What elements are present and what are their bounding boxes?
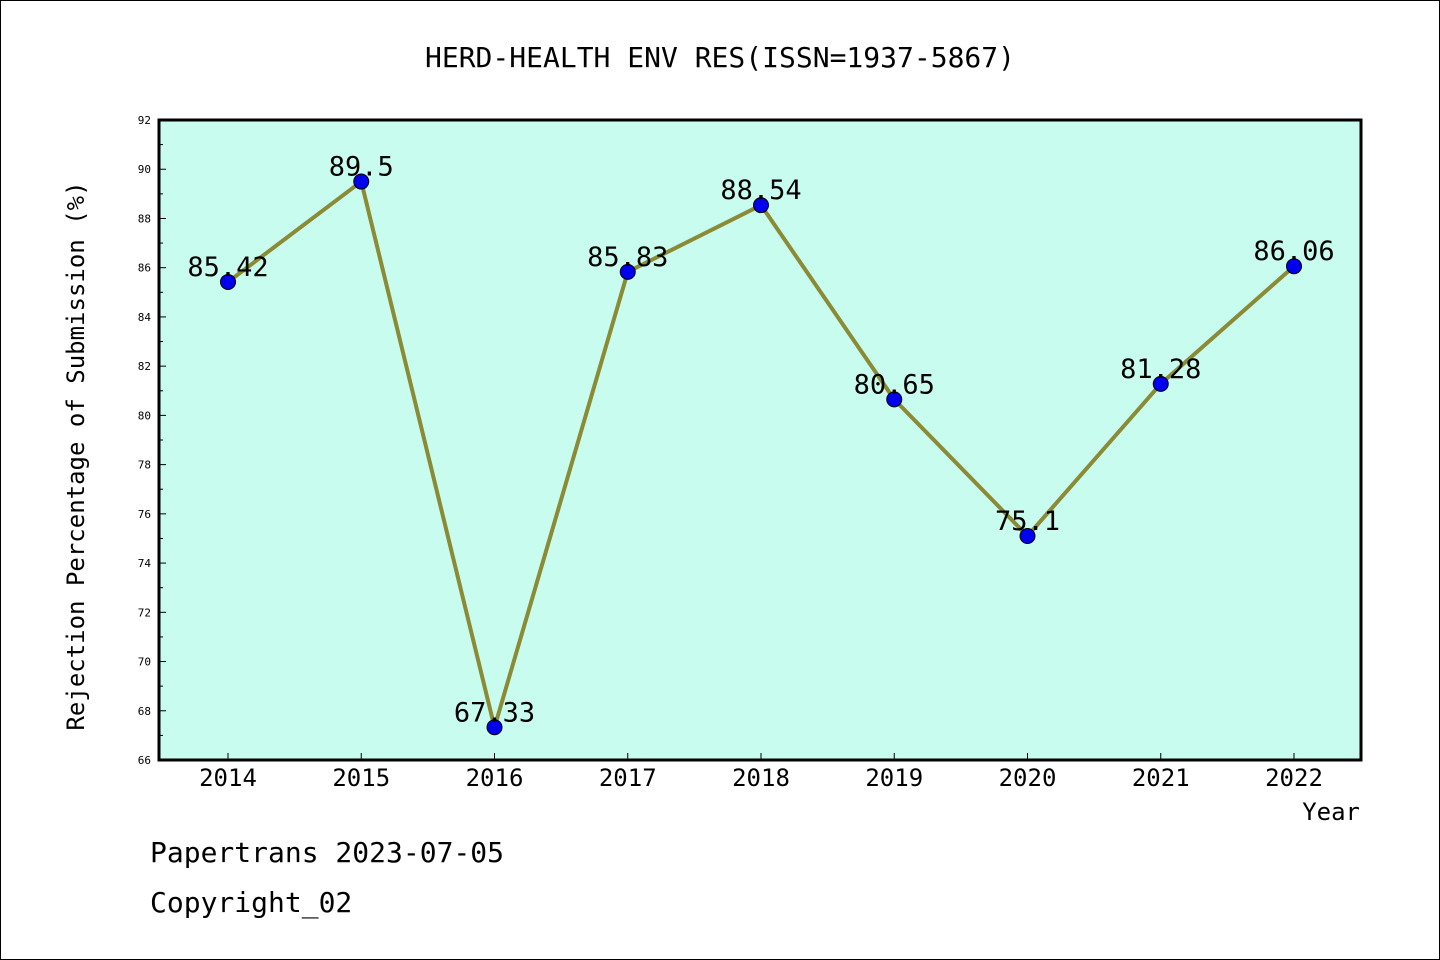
y-tick-label: 82 [138, 360, 151, 373]
data-labels-group: 85.42 89.5 67.33 85.83 88.54 80.65 75.1 81.28 86… [187, 152, 1334, 729]
data-point-2022 [1286, 258, 1302, 275]
y-tick-label: 72 [138, 606, 151, 619]
data-label-2022: 86.06 [1253, 236, 1334, 267]
x-tick-label: 2014 [199, 764, 257, 792]
y-tick-label: 70 [138, 656, 151, 669]
x-tick-label: 2015 [332, 764, 390, 792]
y-axis-label: Rejection Percentage of Submission (%) [62, 181, 90, 730]
x-tick-label: 2021 [1132, 764, 1190, 792]
x-tick-label: 2017 [599, 764, 657, 792]
data-point-2019 [886, 391, 903, 408]
y-tick-label: 92 [138, 114, 151, 127]
data-point-2017 [619, 263, 636, 280]
y-tick-label: 86 [138, 262, 151, 275]
x-axis-ticks: 2014 2015 2016 2017 2018 2019 2020 2021 2022 [199, 753, 1323, 792]
x-tick-label: 2018 [732, 764, 790, 792]
footer-copyright: Copyright_02 [150, 886, 353, 919]
y-tick-label: 66 [138, 754, 151, 767]
data-point-2018 [753, 197, 769, 214]
y-tick-label: 76 [138, 508, 151, 521]
data-label-2021: 81.28 [1120, 354, 1201, 385]
x-tick-label: 2019 [865, 764, 923, 792]
y-tick-label: 90 [138, 163, 151, 176]
data-label-2017: 85.83 [587, 242, 668, 273]
data-point-2021 [1152, 375, 1169, 392]
data-label-2020: 75.1 [995, 506, 1060, 537]
y-tick-label: 88 [138, 212, 151, 225]
y-tick-label: 78 [138, 459, 151, 472]
data-point-2016 [486, 719, 503, 736]
x-tick-label: 2020 [999, 764, 1057, 792]
data-label-2018: 88.54 [720, 175, 801, 206]
data-point-2014 [220, 273, 236, 290]
data-label-2016: 67.33 [454, 697, 535, 728]
data-label-2019: 80.65 [854, 369, 935, 400]
y-tick-label: 84 [138, 311, 152, 324]
y-tick-label: 68 [138, 705, 151, 718]
data-point-2015 [353, 173, 370, 190]
plot-area [157, 118, 1363, 762]
chart-title: HERD-HEALTH ENV RES(ISSN=1937-5867) [425, 41, 1015, 74]
x-tick-label: 2022 [1265, 764, 1323, 792]
x-tick-label: 2016 [466, 764, 524, 792]
x-axis-label: Year [1302, 798, 1360, 826]
y-tick-label: 74 [138, 557, 152, 570]
y-axis-ticks: 66 68 70 72 74 76 78 80 82 84 86 88 90 92 [138, 114, 166, 767]
footer-date: Papertrans 2023-07-05 [150, 836, 505, 869]
data-point-2020 [1019, 528, 1036, 544]
data-points-group [220, 173, 1302, 736]
data-label-2014: 85.42 [187, 252, 268, 283]
y-tick-label: 80 [138, 409, 151, 422]
data-label-2015: 89.5 [329, 152, 394, 183]
